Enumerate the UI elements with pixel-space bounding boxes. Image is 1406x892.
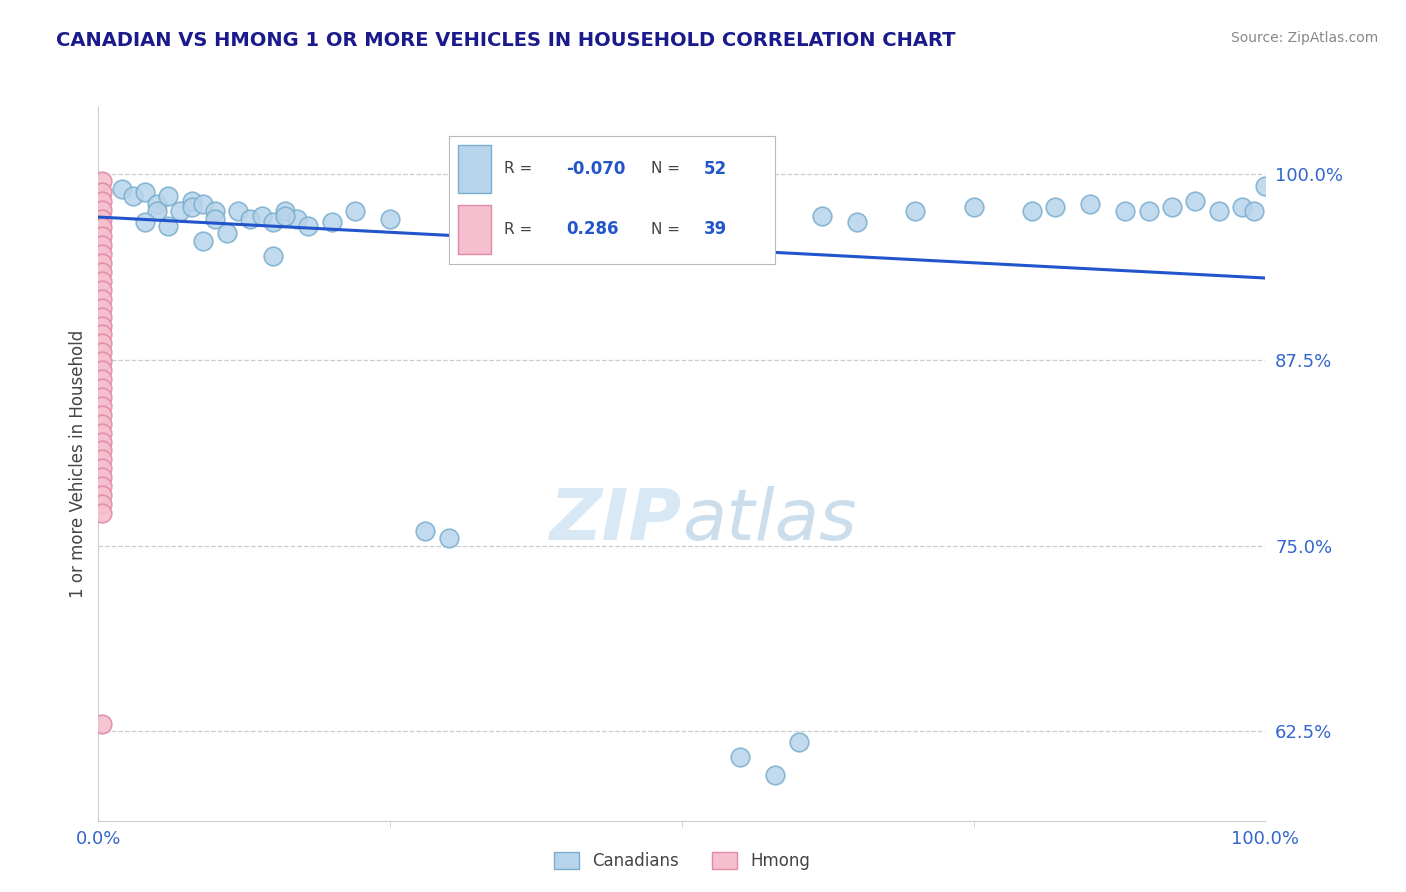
Point — [321, 214, 343, 228]
Point — [90, 220, 112, 235]
Point — [495, 211, 517, 226]
Point — [274, 204, 297, 219]
Point — [134, 214, 156, 228]
Point — [90, 345, 112, 359]
Point — [90, 310, 112, 324]
Point — [193, 196, 215, 211]
Point — [90, 174, 112, 188]
Point — [378, 211, 402, 226]
Point — [90, 417, 112, 431]
Y-axis label: 1 or more Vehicles in Household: 1 or more Vehicles in Household — [69, 330, 87, 598]
Point — [262, 214, 284, 228]
Point — [90, 381, 112, 395]
Point — [1161, 200, 1184, 214]
Point — [90, 185, 112, 199]
Point — [90, 202, 112, 217]
Point — [437, 531, 460, 545]
Point — [763, 767, 786, 781]
Point — [787, 735, 810, 749]
Point — [90, 301, 112, 315]
Point — [90, 399, 112, 413]
Point — [1080, 196, 1102, 211]
Point — [1230, 200, 1253, 214]
Point — [193, 234, 215, 248]
Point — [122, 189, 145, 203]
Point — [250, 209, 273, 223]
Point — [134, 185, 156, 199]
Point — [90, 488, 112, 502]
Point — [90, 390, 112, 404]
Point — [146, 204, 169, 219]
Point — [90, 247, 112, 261]
Point — [413, 524, 436, 538]
Point — [90, 238, 112, 252]
Point — [90, 363, 112, 377]
Point — [1021, 204, 1043, 219]
Point — [90, 354, 112, 368]
Point — [624, 214, 647, 228]
Point — [157, 189, 180, 203]
Point — [204, 211, 226, 226]
Point — [297, 219, 319, 233]
Point — [90, 461, 112, 475]
Point — [90, 229, 112, 244]
Point — [169, 204, 191, 219]
Point — [90, 283, 112, 297]
Point — [811, 209, 834, 223]
Point — [1045, 200, 1067, 214]
Point — [90, 497, 112, 511]
Point — [904, 204, 927, 219]
Point — [90, 479, 112, 493]
Point — [90, 408, 112, 422]
Text: ZIP: ZIP — [550, 486, 682, 556]
Point — [90, 372, 112, 386]
Point — [262, 249, 284, 263]
Point — [157, 219, 180, 233]
Point — [90, 470, 112, 484]
Point — [1208, 204, 1230, 219]
Point — [204, 204, 226, 219]
Point — [180, 194, 202, 208]
Point — [1243, 204, 1265, 219]
Point — [285, 211, 308, 226]
Point — [215, 227, 238, 241]
Point — [90, 506, 112, 520]
Point — [90, 327, 112, 342]
Point — [845, 214, 868, 228]
Point — [90, 336, 112, 351]
Point — [730, 749, 752, 764]
Point — [90, 318, 112, 333]
Point — [554, 227, 576, 241]
Point — [111, 182, 134, 196]
Point — [239, 211, 262, 226]
Point — [90, 194, 112, 208]
Point — [90, 425, 112, 440]
Point — [1114, 204, 1136, 219]
Point — [90, 265, 112, 279]
Point — [90, 452, 112, 467]
Point — [1137, 204, 1160, 219]
Point — [344, 204, 367, 219]
Point — [274, 209, 297, 223]
Point — [1184, 194, 1206, 208]
Point — [90, 717, 112, 731]
Point — [1254, 178, 1277, 193]
Point — [90, 256, 112, 270]
Legend: Canadians, Hmong: Canadians, Hmong — [547, 845, 817, 877]
Text: Source: ZipAtlas.com: Source: ZipAtlas.com — [1230, 31, 1378, 45]
Text: CANADIAN VS HMONG 1 OR MORE VEHICLES IN HOUSEHOLD CORRELATION CHART: CANADIAN VS HMONG 1 OR MORE VEHICLES IN … — [56, 31, 956, 50]
Point — [90, 274, 112, 288]
Point — [146, 196, 169, 211]
Point — [90, 434, 112, 449]
Point — [228, 204, 250, 219]
Point — [962, 200, 984, 214]
Point — [90, 443, 112, 458]
Text: atlas: atlas — [682, 486, 856, 556]
Point — [90, 211, 112, 226]
Point — [671, 209, 693, 223]
Point — [90, 292, 112, 306]
Point — [180, 200, 202, 214]
